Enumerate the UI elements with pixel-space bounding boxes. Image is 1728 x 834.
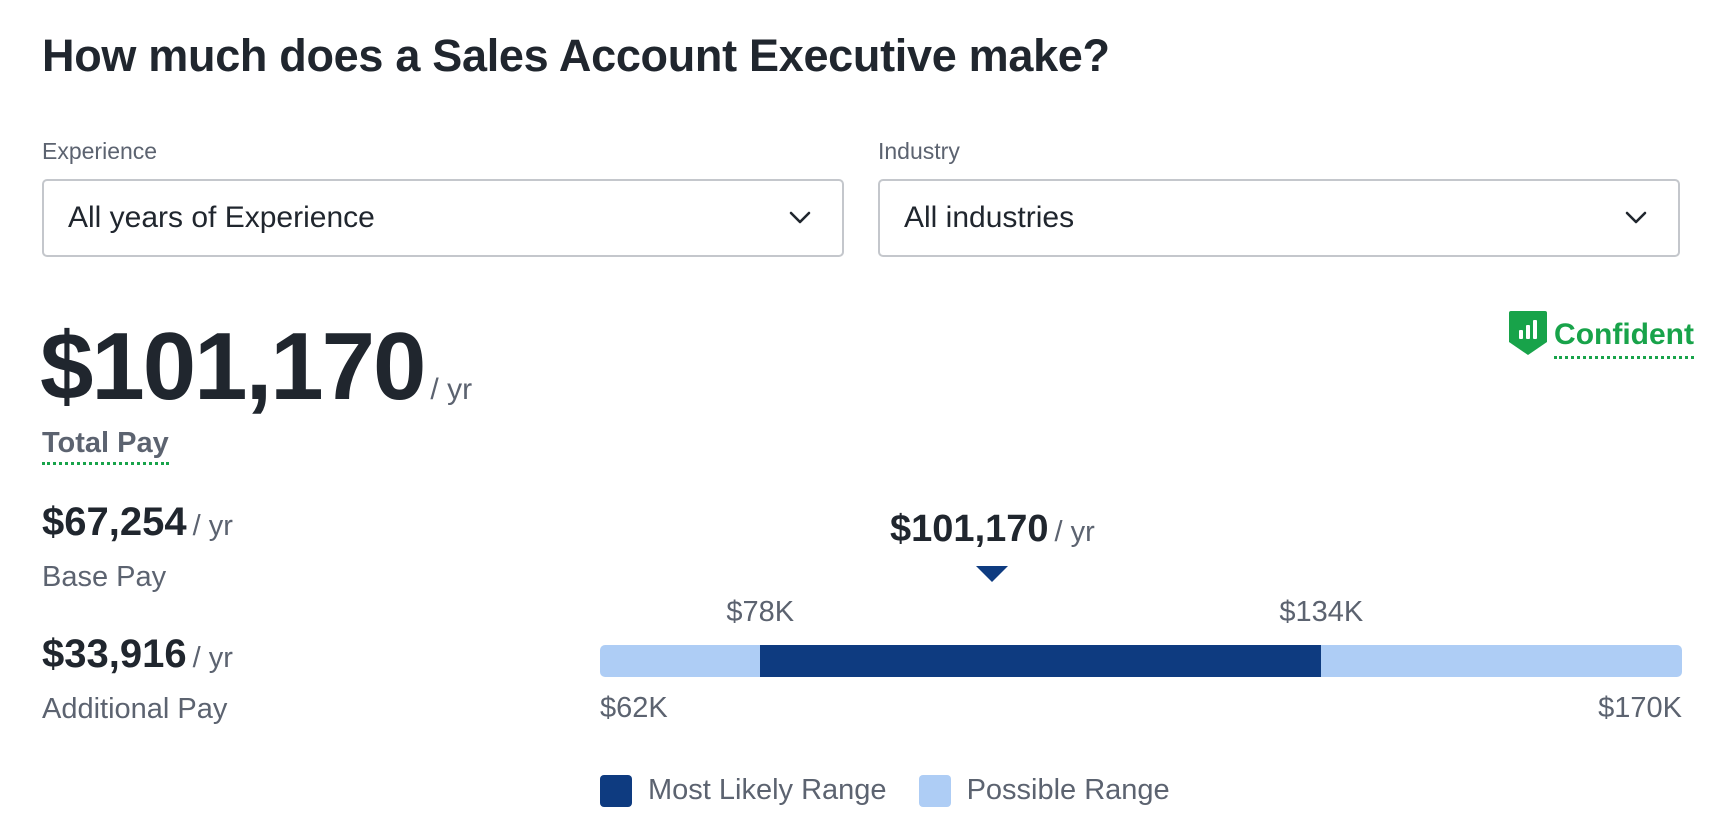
legend-label-possible: Possible Range: [966, 774, 1170, 806]
median-pay-unit: / yr: [1054, 516, 1095, 548]
industry-label: Industry: [878, 138, 960, 164]
total-pay-unit: / yr: [430, 373, 473, 406]
median-marker-icon: [976, 566, 1009, 582]
additional-pay-amount: $33,916: [42, 632, 187, 676]
legend-swatch-likely: [600, 774, 632, 807]
likely-high-tick: $134K: [1279, 596, 1364, 628]
page-title: How much does a Sales Account Executive …: [42, 30, 1110, 81]
chevron-down-icon: [789, 211, 811, 224]
base-pay-label: Base Pay: [42, 561, 167, 593]
bar-chart-shield-icon: [1509, 310, 1548, 355]
additional-pay-unit: / yr: [192, 642, 233, 674]
median-pay-amount: $101,170: [890, 508, 1049, 550]
confidence-label: Confident: [1554, 318, 1694, 359]
industry-select[interactable]: All industries: [878, 179, 1680, 257]
total-pay: $101,170/ yr: [40, 312, 472, 422]
legend-swatch-possible: [918, 774, 951, 807]
legend-item-possible: Possible Range: [918, 774, 1170, 807]
base-pay-unit: / yr: [192, 510, 233, 542]
median-pay-label: $101,170/ yr: [890, 508, 1095, 551]
additional-pay: $33,916/ yr: [42, 632, 233, 677]
additional-pay-label: Additional Pay: [42, 693, 228, 725]
likely-low-tick: $78K: [726, 596, 795, 628]
range-legend: Most Likely Range Possible Range: [600, 774, 1202, 807]
industry-select-value: All industries: [904, 201, 1075, 234]
legend-label-likely: Most Likely Range: [648, 774, 887, 806]
likely-range-bar: [760, 645, 1322, 677]
base-pay-amount: $67,254: [42, 500, 187, 544]
base-pay: $67,254/ yr: [42, 500, 233, 545]
min-tick: $62K: [600, 692, 668, 724]
chevron-down-icon: [1625, 211, 1647, 224]
experience-label: Experience: [42, 138, 158, 164]
legend-item-likely: Most Likely Range: [600, 774, 887, 807]
total-pay-label[interactable]: Total Pay: [42, 427, 169, 465]
experience-select-value: All years of Experience: [68, 201, 375, 234]
max-tick: $170K: [1598, 692, 1682, 724]
pay-range-chart: $101,170/ yr $78K $134K $62K $170K Most …: [600, 500, 1682, 820]
experience-select[interactable]: All years of Experience: [42, 179, 844, 257]
confidence-badge[interactable]: Confident: [1508, 306, 1694, 359]
total-pay-amount: $101,170: [40, 313, 426, 420]
